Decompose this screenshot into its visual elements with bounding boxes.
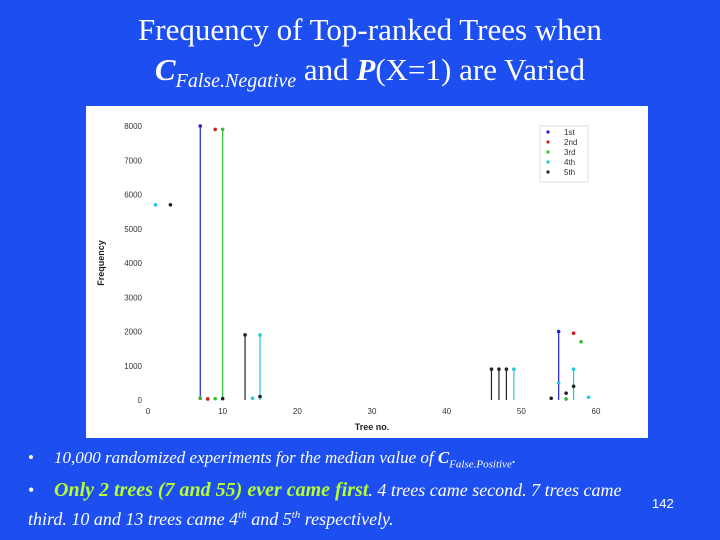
y-tick-label-4000: 4000: [124, 259, 142, 268]
point-5th-4: [504, 367, 509, 371]
title-line-1: Frequency of Top-ranked Trees when: [138, 12, 602, 47]
point-3rd-3: [213, 396, 217, 401]
bullet-2-sup-1: th: [238, 509, 247, 521]
point-5th-9: [220, 396, 225, 401]
legend-label-5th: 5th: [564, 168, 575, 177]
point-5th-0: [168, 202, 173, 207]
title-subscript: False.Negative: [175, 70, 297, 93]
point-3rd-4: [564, 397, 568, 401]
legend-label-4th: 4th: [564, 158, 575, 167]
slide-title: Frequency of Top-ranked Trees when CFals…: [60, 10, 680, 101]
x-tick-label-20: 20: [293, 407, 302, 416]
legend-marker-5th: [546, 170, 550, 174]
bullet-1-c: C: [437, 448, 450, 467]
x-tick-label-40: 40: [442, 407, 451, 416]
point-4th-3: [571, 367, 576, 371]
y-axis-label: Frequency: [96, 240, 106, 286]
title-p: P: [356, 52, 376, 87]
point-5th-3: [497, 367, 501, 371]
point-4th-5: [250, 396, 255, 401]
page-number: 142: [652, 496, 674, 511]
point-5th-2: [489, 367, 494, 371]
x-tick-label-30: 30: [368, 407, 377, 416]
bullet-1: • 10,000 randomized experiments for the m…: [28, 448, 628, 470]
x-tick-label-10: 10: [218, 407, 227, 416]
legend-marker-1st: [546, 130, 550, 134]
bullet-1-text: 10,000 randomized experiments for the me…: [54, 448, 438, 467]
bullet-2-sup-2: th: [291, 509, 301, 521]
bullet-2-end: respectively.: [300, 509, 394, 529]
y-tick-label-7000: 7000: [124, 156, 142, 165]
x-tick-label-50: 50: [517, 407, 526, 416]
bullet-1-symbol: •: [28, 448, 34, 467]
x-tick-label-60: 60: [592, 407, 601, 416]
point-4th-6: [586, 395, 591, 400]
y-tick-label-5000: 5000: [124, 225, 142, 234]
point-1st-1: [556, 329, 561, 334]
point-4th-1: [258, 333, 262, 337]
legend-label-3rd: 3rd: [564, 148, 576, 157]
legend-marker-2nd: [546, 140, 550, 144]
legend-marker-4th: [546, 160, 550, 164]
bullet-2-symbol: •: [28, 480, 35, 500]
point-2nd-1: [571, 331, 576, 336]
y-tick-label-8000: 8000: [124, 122, 142, 131]
frequency-chart: 0 1000 2000 3000 4000 5000 6000 7000 8000 0 10 20 30…: [96, 122, 601, 432]
point-2nd-3: [205, 397, 210, 401]
bullet-1-end: .: [511, 448, 517, 467]
legend-marker-3rd: [546, 150, 550, 154]
bullet-2-mid: and 5: [246, 509, 292, 529]
bullet-2-highlight: Only 2 trees (7 and 55) ever came first: [54, 479, 369, 501]
point-3rd-1: [579, 339, 583, 344]
y-tick-label-3000: 3000: [124, 293, 142, 302]
point-4th-2: [556, 381, 561, 385]
title-rest: (X=1) are Varied: [375, 52, 586, 87]
chart-panel: 0 1000 2000 3000 4000 5000 6000 7000 8000 0 10 20 30…: [86, 106, 648, 438]
point-4th-4: [512, 367, 516, 371]
y-tick-label-1000: 1000: [124, 362, 142, 371]
y-tick-label-2000: 2000: [124, 328, 142, 337]
title-c: C: [154, 52, 176, 87]
title-and: and: [296, 52, 357, 87]
legend-label-1st: 1st: [564, 128, 575, 137]
point-3rd-2: [198, 396, 203, 400]
bullet-2: • Only 2 trees (7 and 55) ever came first…: [28, 478, 638, 532]
x-tick-label-0: 0: [146, 407, 151, 416]
point-5th-5: [571, 384, 576, 389]
point-5th-8: [549, 396, 553, 401]
point-4th-0: [153, 202, 158, 207]
y-tick-label-6000: 6000: [124, 191, 142, 200]
point-5th-6: [564, 391, 568, 395]
legend-label-2nd: 2nd: [564, 138, 577, 147]
point-5th-1: [243, 333, 247, 337]
title-line-2: CFalse.Negative and P(X=1) are Varied: [60, 50, 680, 101]
point-2nd-0: [213, 127, 217, 132]
point-3rd-0: [220, 127, 225, 132]
point-5th-7: [258, 394, 262, 399]
bullet-2-rest: . 4 trees came second. 7 trees came thir…: [28, 480, 622, 529]
point-1st-0: [198, 124, 203, 128]
y-tick-label-0: 0: [138, 396, 143, 405]
x-axis-label: Tree no.: [355, 422, 390, 432]
bullet-1-subscript: False.Positive: [449, 458, 512, 471]
